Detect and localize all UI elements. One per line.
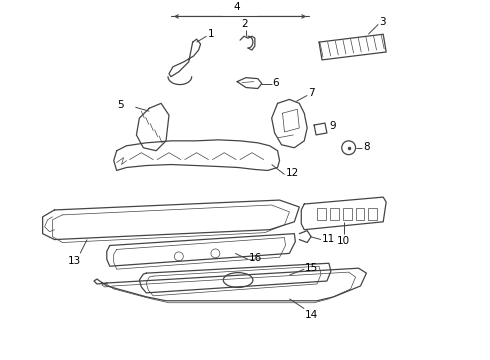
Text: 4: 4 (234, 1, 241, 12)
Text: 6: 6 (272, 78, 279, 87)
Text: 8: 8 (364, 142, 370, 152)
Text: 14: 14 (305, 310, 318, 320)
Bar (343, 208, 352, 220)
Text: 9: 9 (329, 121, 336, 131)
Text: 13: 13 (68, 256, 81, 266)
Bar (330, 208, 339, 220)
Text: 2: 2 (242, 19, 248, 29)
Text: 15: 15 (305, 263, 318, 273)
Text: 16: 16 (249, 253, 262, 263)
Bar (368, 208, 377, 220)
Text: 11: 11 (322, 234, 335, 244)
Text: 5: 5 (117, 100, 123, 110)
Text: 10: 10 (337, 235, 350, 246)
Text: 3: 3 (379, 17, 386, 27)
Text: 7: 7 (308, 89, 315, 98)
Text: 1: 1 (207, 29, 214, 39)
Text: 12: 12 (286, 168, 299, 179)
Bar (317, 208, 326, 220)
Bar (356, 208, 365, 220)
